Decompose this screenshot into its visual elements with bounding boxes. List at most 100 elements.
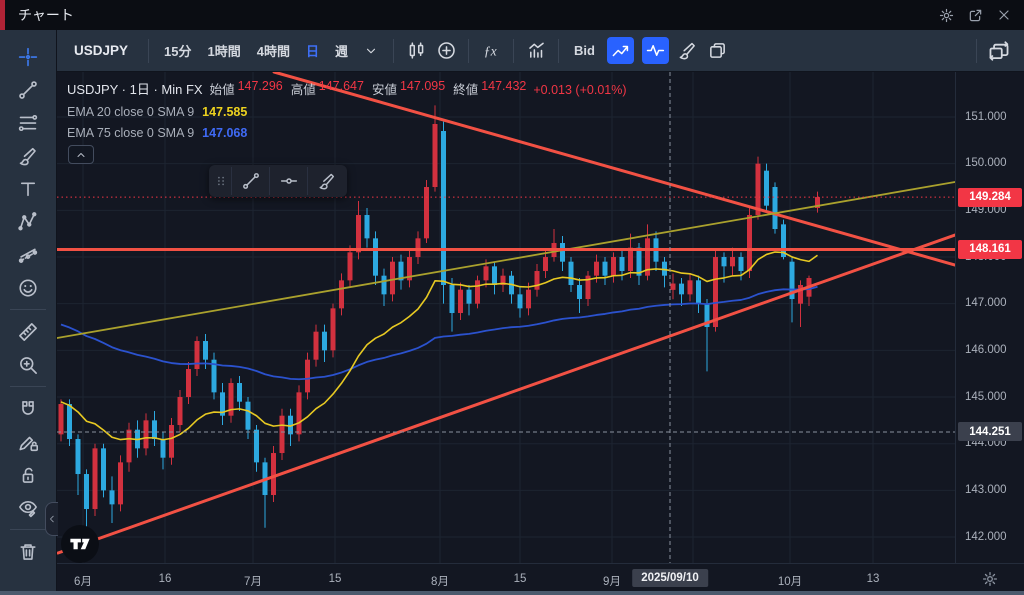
time-axis-label: 15 <box>513 573 527 585</box>
price-axis[interactable]: 151.000150.000149.000148.000147.000146.0… <box>955 72 1024 563</box>
indicators-icon[interactable]: ƒx <box>476 36 506 66</box>
window-switch-icon[interactable] <box>984 36 1014 66</box>
brush-tool-button[interactable] <box>307 167 345 195</box>
chart-style-icon[interactable] <box>401 36 431 66</box>
brush-drawing-tool[interactable] <box>9 139 47 172</box>
trend-tool-toggle[interactable] <box>606 37 634 64</box>
xabcd-pattern-tool[interactable] <box>9 205 47 238</box>
line-chart-icon <box>612 45 629 57</box>
drag-handle[interactable] <box>211 165 231 197</box>
time-axis[interactable]: 6月 16 7月 15 8月 15 9月 10月 13 2025/09/10 <box>57 563 1024 595</box>
text-icon <box>20 181 36 196</box>
symbol-button[interactable]: USDJPY <box>61 36 141 66</box>
layout-copy-icon[interactable] <box>703 36 733 66</box>
compare-icon[interactable] <box>431 36 461 66</box>
forecast-icon <box>18 248 38 263</box>
time-axis-label: 8月 <box>431 576 449 588</box>
ohlc-value: 147.095 <box>399 79 446 93</box>
toolbar-separator <box>468 38 469 63</box>
indicator-template-icon[interactable] <box>521 36 551 66</box>
ohlc-item: 高値 147.647 <box>291 79 364 98</box>
tradingview-logo[interactable] <box>61 525 99 563</box>
stay-in-drawing-mode-button[interactable] <box>9 425 47 458</box>
trend-line-tool-button[interactable] <box>231 167 269 195</box>
plus-circle-icon <box>437 42 455 59</box>
horizontal-line-tool-button[interactable] <box>269 167 307 195</box>
emoji-tool[interactable] <box>9 271 47 304</box>
lock-drawings-button[interactable] <box>9 458 47 491</box>
interval-4h-button[interactable]: 4時間 <box>249 36 298 66</box>
price-axis-label: 147.000 <box>965 297 1007 310</box>
indicator-row[interactable]: EMA 20 close 0 SMA 9 147.585 <box>67 105 627 119</box>
price-axis-label: 149.000 <box>965 203 1007 216</box>
ohlc-label: 高値 <box>290 83 316 97</box>
bid-toggle-button[interactable]: Bid <box>566 36 603 66</box>
interval-15m-button[interactable]: 15分 <box>156 36 199 66</box>
chart-canvas[interactable] <box>57 72 955 563</box>
emoji-icon <box>19 278 37 297</box>
ohlc-item: 終値 147.432 <box>453 79 526 98</box>
ruler-icon <box>19 322 37 341</box>
pulse-icon <box>646 44 665 57</box>
gear-icon <box>939 8 953 22</box>
chevron-left-icon <box>50 515 54 523</box>
external-link-icon <box>969 9 981 21</box>
interval-1w-button[interactable]: 週 <box>327 36 356 66</box>
interval-1d-button[interactable]: 日 <box>298 36 327 66</box>
lock-icon <box>22 467 34 483</box>
ohlc-value: 147.296 <box>237 79 283 93</box>
crosshair-tool[interactable] <box>9 40 47 73</box>
bottom-axis-gear-icon[interactable] <box>982 571 998 587</box>
pulse-tool-toggle[interactable] <box>641 37 669 64</box>
zoom-in-tool[interactable] <box>9 348 47 381</box>
ohlc-label: 始値 <box>209 83 235 97</box>
crosshair-icon <box>18 47 38 66</box>
ohlc-label: 安値 <box>371 83 397 97</box>
text-tool[interactable] <box>9 172 47 205</box>
indicator-name: EMA 20 close 0 SMA 9 <box>67 105 195 119</box>
indicator-row[interactable]: EMA 75 close 0 SMA 9 147.068 <box>67 126 627 140</box>
settings-gear-icon[interactable] <box>938 7 954 23</box>
horizontal-line-icon <box>280 178 297 184</box>
titlebar-actions <box>938 7 1012 23</box>
remove-drawings-button[interactable] <box>9 535 47 568</box>
paint-brush-icon <box>680 42 696 60</box>
toolbar-separator <box>10 386 46 387</box>
indicator-name: EMA 75 close 0 SMA 9 <box>67 126 195 140</box>
chart-legend: USDJPY · 1日 · Min FX 始値 147.296 高値 147.647 安… <box>67 79 627 140</box>
brush-icon <box>319 173 334 190</box>
toolbar-right-group <box>969 36 1014 66</box>
open-external-icon[interactable] <box>967 7 983 23</box>
candles-icon <box>409 42 423 59</box>
indicator-bars-icon <box>528 42 544 58</box>
drag-handle-icon <box>218 176 224 186</box>
toolbar-separator <box>558 38 559 63</box>
window-titlebar: チャート <box>0 0 1024 30</box>
time-axis-label: 15 <box>328 573 342 585</box>
time-axis-label: 7月 <box>244 576 262 588</box>
brush-tool-icon[interactable] <box>673 36 703 66</box>
interval-1h-button[interactable]: 1時間 <box>200 36 249 66</box>
toolbar-collapse-tab[interactable] <box>45 502 58 536</box>
brush-icon <box>19 147 36 165</box>
legend-collapse-button[interactable] <box>68 145 94 164</box>
forecast-tool[interactable] <box>9 238 47 271</box>
magnet-mode-button[interactable] <box>9 392 47 425</box>
legend-symbol-title[interactable]: USDJPY · 1日 · Min FX <box>67 82 203 97</box>
close-icon[interactable] <box>996 7 1012 23</box>
interval-menu-chevron-icon[interactable] <box>356 36 386 66</box>
price-level-badge: 148.161 <box>958 239 1022 259</box>
indicator-value: 147.585 <box>202 105 248 119</box>
gear-icon <box>982 571 998 587</box>
measure-tool[interactable] <box>9 315 47 348</box>
price-level-badge: 149.284 <box>958 187 1022 207</box>
trend-line-tool[interactable] <box>9 73 47 106</box>
draw-lock-icon <box>19 436 38 451</box>
window-bottom-edge <box>0 591 1024 595</box>
time-axis-label: 13 <box>866 573 880 585</box>
legend-ohlc: 始値 147.296 高値 147.647 安値 147.095 終値 147.432 <box>210 79 527 98</box>
fib-retracement-tool[interactable] <box>9 106 47 139</box>
hide-drawings-button[interactable] <box>9 491 47 524</box>
indicator-value: 147.068 <box>202 126 248 140</box>
legend-symbol-row: USDJPY · 1日 · Min FX 始値 147.296 高値 147.647 安… <box>67 79 627 98</box>
